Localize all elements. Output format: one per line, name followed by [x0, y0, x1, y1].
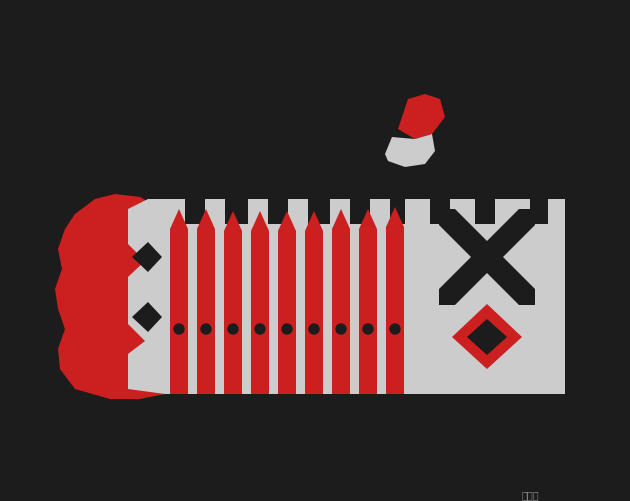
- Polygon shape: [132, 242, 162, 273]
- Polygon shape: [128, 199, 165, 394]
- Polygon shape: [398, 95, 445, 140]
- Polygon shape: [170, 209, 188, 394]
- Polygon shape: [224, 211, 242, 394]
- Circle shape: [336, 324, 346, 334]
- Polygon shape: [163, 199, 405, 394]
- Polygon shape: [359, 209, 377, 394]
- Circle shape: [282, 324, 292, 334]
- Polygon shape: [386, 207, 404, 394]
- Polygon shape: [439, 209, 535, 306]
- Circle shape: [363, 324, 373, 334]
- Polygon shape: [0, 88, 625, 501]
- Polygon shape: [278, 211, 296, 394]
- Circle shape: [390, 324, 400, 334]
- Circle shape: [255, 324, 265, 334]
- Polygon shape: [251, 211, 269, 394]
- Text: شين: شين: [521, 489, 539, 499]
- Polygon shape: [197, 209, 215, 394]
- Polygon shape: [305, 211, 323, 394]
- Polygon shape: [452, 305, 522, 369]
- Circle shape: [228, 324, 238, 334]
- Polygon shape: [467, 319, 507, 355]
- Polygon shape: [332, 209, 350, 394]
- Circle shape: [201, 324, 211, 334]
- Polygon shape: [439, 209, 535, 306]
- Polygon shape: [55, 194, 165, 399]
- Circle shape: [174, 324, 184, 334]
- Polygon shape: [405, 199, 565, 394]
- Circle shape: [309, 324, 319, 334]
- Polygon shape: [132, 303, 162, 332]
- Polygon shape: [385, 135, 435, 168]
